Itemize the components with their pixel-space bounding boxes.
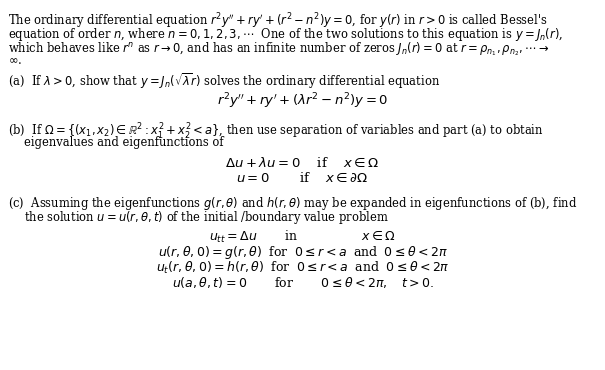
Text: (c)  Assuming the eigenfunctions $g(r, \theta)$ and $h(r, \theta)$ may be expand: (c) Assuming the eigenfunctions $g(r, \t…: [8, 195, 577, 212]
Text: (a)  If $\lambda > 0$, show that $y = J_n(\sqrt{\lambda}r)$ solves the ordinary : (a) If $\lambda > 0$, show that $y = J_n…: [8, 71, 440, 91]
Text: $u(r, \theta, 0) = g(r, \theta)\;$ for $\; 0 \leq r < a\;$ and $\; 0 \leq \theta: $u(r, \theta, 0) = g(r, \theta)\;$ for $…: [157, 244, 448, 261]
Text: The ordinary differential equation $r^2y'' + ry' + (r^2 - n^2)y = 0$, for $y(r)$: The ordinary differential equation $r^2y…: [8, 12, 548, 31]
Text: equation of order $n$, where $n = 0, 1, 2, 3, \cdots$  One of the two solutions : equation of order $n$, where $n = 0, 1, …: [8, 26, 563, 43]
Text: $\Delta u + \lambda u = 0 \quad$ if $\quad x \in \Omega$: $\Delta u + \lambda u = 0 \quad$ if $\qu…: [226, 156, 379, 170]
Text: $u(a, \theta, t) = 0 \qquad$ for $\qquad 0 \leq \theta < 2\pi, \quad t > 0.$: $u(a, \theta, t) = 0 \qquad$ for $\qquad…: [172, 275, 433, 290]
Text: $r^2y'' + ry' + (\lambda r^2 - n^2)y = 0$: $r^2y'' + ry' + (\lambda r^2 - n^2)y = 0…: [217, 92, 388, 111]
Text: $u_t(r, \theta, 0) = h(r, \theta)\;$ for $\; 0 \leq r < a\;$ and $\; 0 \leq \the: $u_t(r, \theta, 0) = h(r, \theta)\;$ for…: [155, 260, 450, 276]
Text: $u = 0 \qquad$ if $\quad x \in \partial\Omega$: $u = 0 \qquad$ if $\quad x \in \partial\…: [237, 171, 368, 185]
Text: $u_{tt} = \Delta u \qquad$ in $\qquad\qquad\quad x \in \Omega$: $u_{tt} = \Delta u \qquad$ in $\qquad\qq…: [209, 229, 396, 245]
Text: eigenvalues and eigenfunctions of: eigenvalues and eigenfunctions of: [24, 136, 224, 149]
Text: the solution $u = u(r, \theta, t)$ of the initial /boundary value problem: the solution $u = u(r, \theta, t)$ of th…: [24, 209, 389, 226]
Text: which behaves like $r^n$ as $r \to 0$, and has an infinite number of zeros $J_n(: which behaves like $r^n$ as $r \to 0$, a…: [8, 40, 549, 57]
Text: (b)  If $\Omega = \{(x_1, x_2) \in \mathbb{R}^2 : x_1^2 + x_2^2 < a\}$, then use: (b) If $\Omega = \{(x_1, x_2) \in \mathb…: [8, 122, 543, 142]
Text: $\infty$.: $\infty$.: [8, 54, 22, 67]
